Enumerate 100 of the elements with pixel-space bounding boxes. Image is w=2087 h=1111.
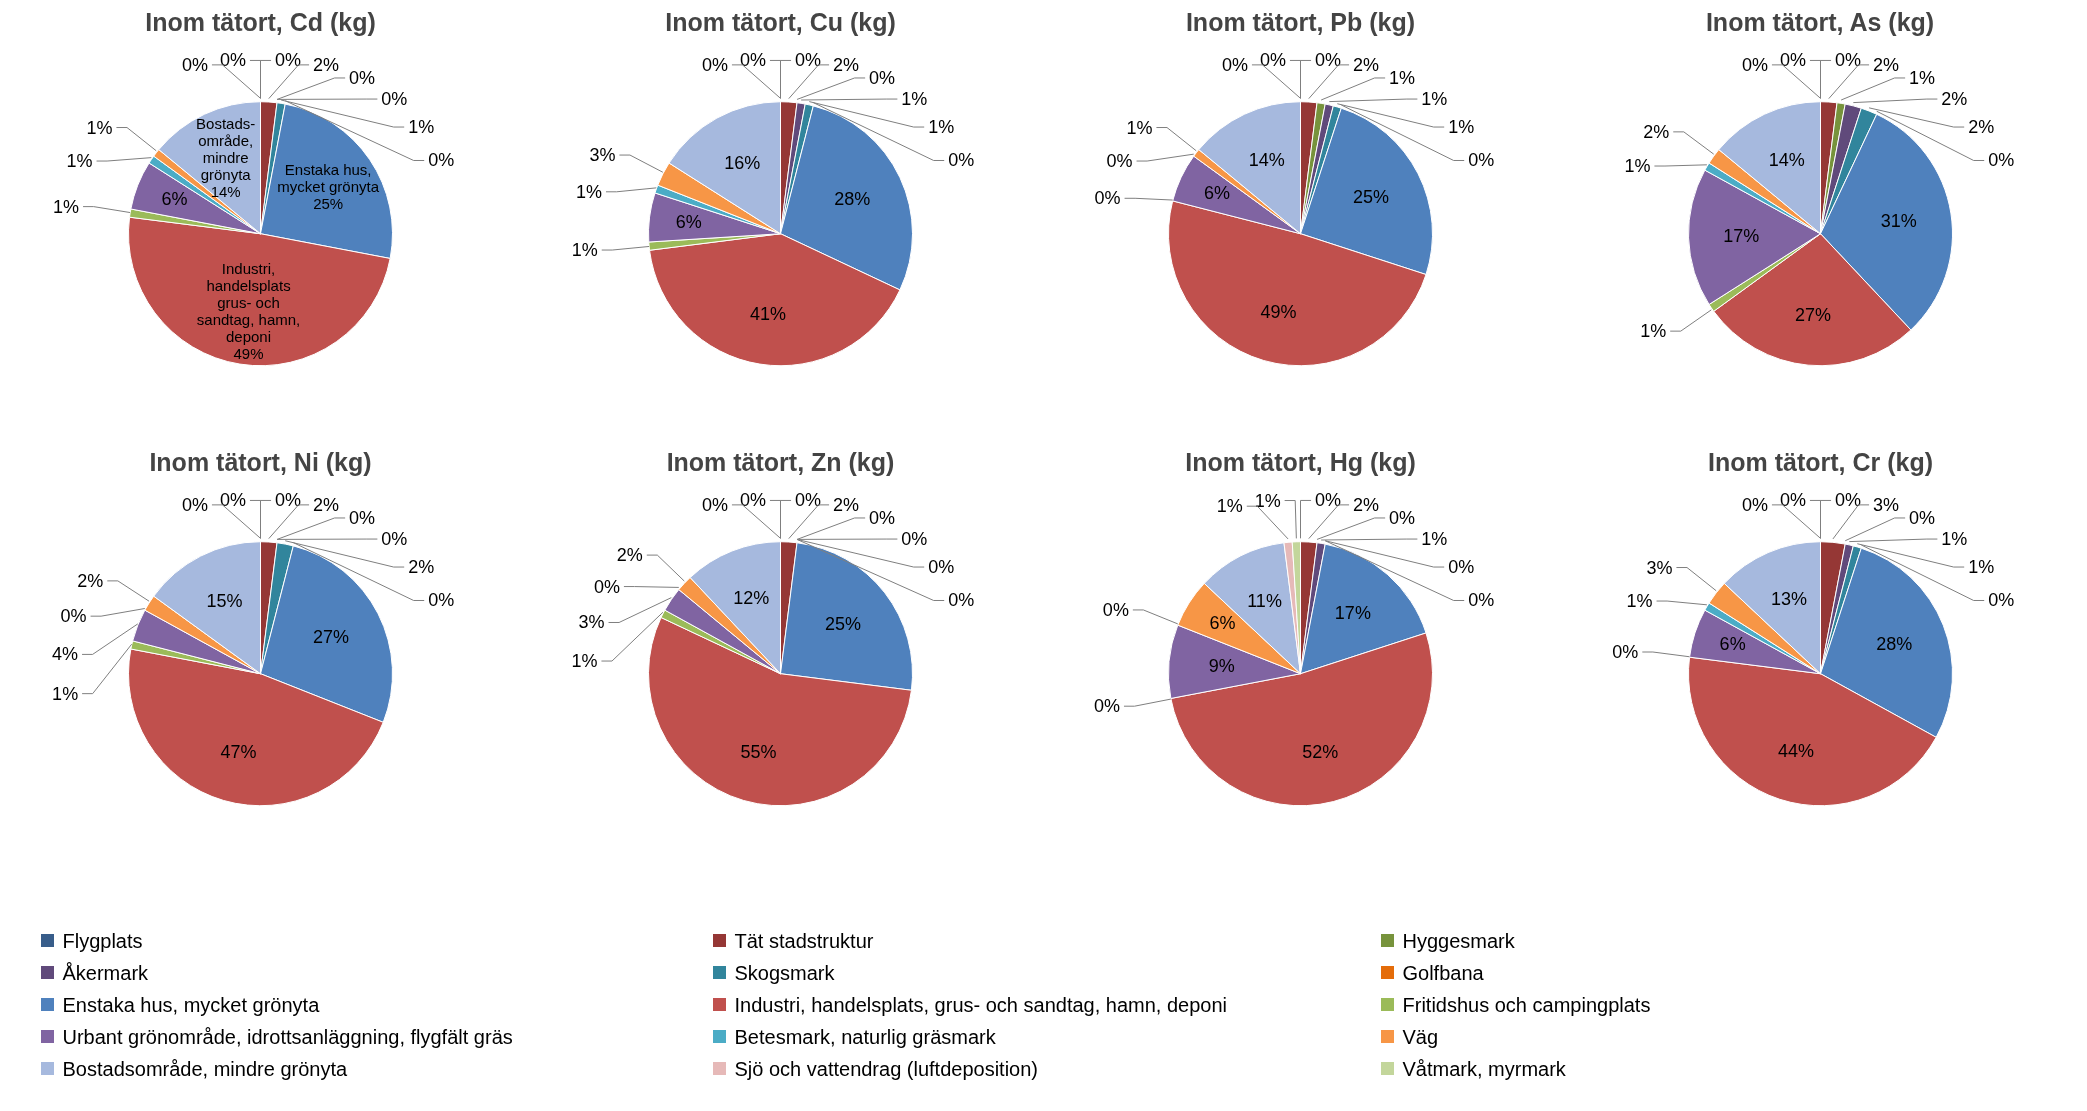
data-label: 2% [313, 494, 340, 515]
data-label: 6% [1203, 183, 1230, 204]
data-label: 27% [1795, 304, 1832, 325]
text: 0% [795, 490, 822, 511]
text: 0% [1988, 590, 2015, 611]
data-label: 2% [1353, 54, 1380, 75]
data-label: 1% [901, 89, 928, 110]
data-label: 1% [1909, 67, 1936, 88]
text: 0% [593, 576, 620, 597]
data-label: 1% [1421, 89, 1448, 110]
chart-title: Inom tätort, As (kg) [1705, 7, 1935, 36]
text: 0% [1259, 50, 1286, 71]
data-label: 1% [66, 151, 93, 172]
data-label: 6% [161, 188, 188, 209]
data-label: 15% [206, 591, 243, 612]
text: 0% [181, 494, 208, 515]
text: 0% [428, 590, 455, 611]
data-label: 1% [1448, 117, 1475, 138]
data-label: 14% [1248, 150, 1285, 171]
data-label: 11% [1247, 591, 1282, 612]
text: 0% [1221, 54, 1248, 75]
text: 0% [948, 150, 975, 171]
text: 0% [739, 50, 766, 71]
data-label: 1% [576, 181, 603, 202]
data-label: 1% [571, 240, 598, 261]
data-label: 1% [1624, 156, 1651, 177]
text: 0% [381, 89, 408, 110]
text: 0% [219, 490, 246, 511]
data-label: 2% [313, 54, 340, 75]
data-label: 2% [1968, 117, 1995, 138]
data-label: 1% [408, 117, 435, 138]
data-label: 2% [833, 54, 860, 75]
text: 0% [1315, 50, 1342, 71]
text: 0% [701, 494, 728, 515]
text: 0% [1315, 490, 1342, 511]
text: 0% [948, 590, 975, 611]
text: 0% [901, 529, 928, 550]
legend-label: Hyggesmark [1402, 929, 1516, 952]
data-label: 1% [1254, 490, 1281, 511]
text: 0% [60, 606, 87, 627]
data-label: 1% [53, 196, 80, 217]
data-label: 3% [1646, 557, 1673, 578]
text: 0% [1094, 696, 1121, 717]
legend-label: Väg [1402, 1025, 1439, 1048]
data-label: 9% [1208, 656, 1235, 677]
chart-title: Inom tätort, Ni (kg) [149, 447, 372, 476]
legend-label: Fritidshus och campingplats [1402, 993, 1651, 1016]
data-label: 1% [571, 651, 598, 672]
data-label: 49% [1260, 301, 1297, 322]
text: 0% [1612, 642, 1639, 663]
data-label: 2% [408, 557, 435, 578]
data-label: 6% [675, 211, 702, 232]
chart-title: Inom tätort, Cu (kg) [665, 7, 896, 36]
data-label: Industri, handelsplats grus- och sandtag, hamn, deponi 49% [196, 260, 301, 363]
text: 0% [1835, 490, 1862, 511]
data-label: 1% [928, 117, 955, 138]
text: 0% [739, 490, 766, 511]
data-label: 1% [1640, 321, 1667, 342]
data-label: 12% [733, 588, 770, 609]
text: 0% [701, 54, 728, 75]
text: 0% [219, 50, 246, 71]
data-label: 44% [1778, 740, 1815, 761]
legend-label: Sjö och vattendrag (luftdeposition) [734, 1057, 1039, 1080]
data-label: 1% [1389, 67, 1416, 88]
data-label: 1% [1421, 529, 1448, 550]
data-label: 3% [1873, 494, 1900, 515]
data-label: 2% [1873, 54, 1900, 75]
legend-label: Skogsmark [734, 961, 836, 984]
data-label: 25% [825, 613, 862, 634]
chart-title: Inom tätort, Cr (kg) [1708, 447, 1934, 476]
data-label: 55% [740, 741, 777, 762]
legend-label: Golfbana [1402, 961, 1485, 984]
text: 0% [1468, 150, 1495, 171]
text: 0% [181, 54, 208, 75]
data-label: 47% [220, 741, 257, 762]
text: 0% [275, 50, 302, 71]
data-label: 1% [1941, 529, 1968, 550]
text: 0% [928, 557, 955, 578]
data-label: 3% [578, 612, 605, 633]
data-label: 1% [1216, 496, 1243, 517]
text: 0% [349, 507, 376, 528]
legend-label: Tät stadstruktur [734, 929, 874, 952]
data-label: 41% [750, 303, 787, 324]
data-label: 1% [1968, 557, 1995, 578]
text: 0% [381, 529, 408, 550]
data-label: 1% [52, 683, 79, 704]
data-label: 2% [616, 545, 643, 566]
data-label: 25% [1353, 186, 1390, 207]
text: 0% [869, 67, 896, 88]
data-label: 2% [1353, 494, 1380, 515]
text: 0% [1468, 590, 1495, 611]
data-label: 2% [1643, 121, 1670, 142]
data-label: 16% [724, 152, 761, 173]
legend-label: Industri, handelsplats, grus- och sandtag, hamn, deponi [734, 993, 1228, 1016]
text: 0% [1741, 54, 1768, 75]
chart-title: Inom tätort, Zn (kg) [666, 447, 895, 476]
data-label: 3% [589, 145, 616, 166]
data-label: 1% [86, 117, 113, 138]
data-label: 17% [1334, 602, 1371, 623]
data-label: 28% [834, 189, 871, 210]
